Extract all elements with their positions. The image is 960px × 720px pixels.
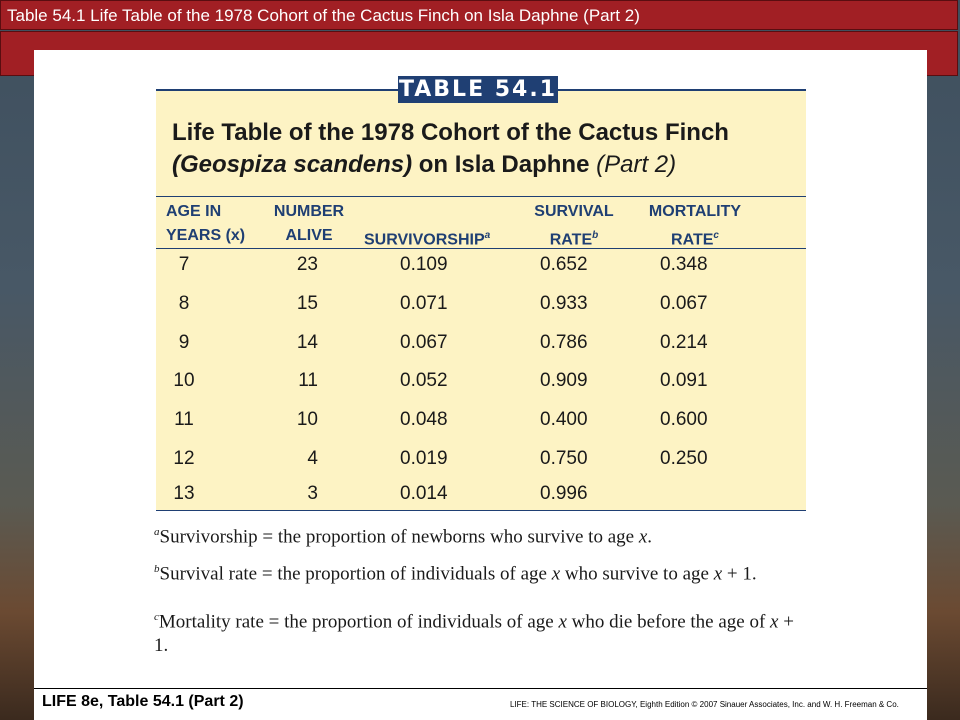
footer-figure-label: LIFE 8e, Table 54.1 (Part 2) xyxy=(42,693,244,710)
footnote-c: cMortality rate = the proportion of indi… xyxy=(154,605,804,658)
footnote-a-var: x xyxy=(638,526,648,548)
table-panel xyxy=(156,91,806,511)
table-title-on: on Isla Daphne xyxy=(412,151,597,178)
cell-mortality-rate xyxy=(660,482,730,506)
cell-mortality-rate: 0.091 xyxy=(660,370,708,391)
cell-mortality-rate: 0.067 xyxy=(660,293,708,314)
cell-age: 9 xyxy=(178,332,190,353)
footnote-b: bSurvival rate = the proportion of indiv… xyxy=(154,557,804,586)
table-title-species: (Geospiza scandens) xyxy=(172,151,413,178)
footnote-c-var: x xyxy=(558,611,567,633)
header-number: NUMBER ALIVE xyxy=(264,200,354,248)
header-bottom-rule xyxy=(156,248,806,249)
window-title: Table 54.1 Life Table of the 1978 Cohort… xyxy=(0,0,958,30)
cell-age: 8 xyxy=(178,293,190,314)
cell-survivorship: 0.048 xyxy=(400,409,448,430)
cell-survivorship: 0.067 xyxy=(400,332,448,353)
header-mortality-line2: RATE xyxy=(671,231,714,249)
cell-age: 10 xyxy=(173,370,195,391)
footnote-c-text: Mortality rate = the proportion of indiv… xyxy=(158,611,559,633)
cell-alive: 4 xyxy=(307,448,318,469)
header-survival-line2: RATE xyxy=(549,231,593,249)
footnote-a-text: Survivorship = the proportion of newborn… xyxy=(159,526,639,548)
cell-mortality-rate: 0.348 xyxy=(660,254,708,275)
cell-survival-rate: 0.786 xyxy=(540,332,588,353)
footnote-b-var: x xyxy=(551,563,561,585)
footnote-b-text: Survival rate = the proportion of indivi… xyxy=(159,563,552,585)
cell-survivorship: 0.019 xyxy=(400,448,448,469)
table-title-line1: Life Table of the 1978 Cohort of the Cac… xyxy=(172,119,729,146)
header-survivorship-text: SURVIVORSHIP xyxy=(364,231,485,249)
header-survivorship-sup: a xyxy=(484,230,491,241)
header-survival-line1: SURVIVAL xyxy=(534,203,614,220)
cell-mortality-rate: 0.250 xyxy=(660,448,708,469)
header-mortality-sup: c xyxy=(713,230,719,241)
cell-alive: 11 xyxy=(298,370,318,391)
cell-alive: 15 xyxy=(296,293,318,314)
footnote-b-var2: x xyxy=(713,563,723,585)
cell-mortality-rate: 0.600 xyxy=(660,409,708,430)
cell-age: 12 xyxy=(173,448,195,469)
footnote-c-text2: who die before the age of xyxy=(566,611,771,633)
header-age: AGE IN YEARS (x) xyxy=(166,200,256,248)
cell-survivorship: 0.052 xyxy=(400,370,448,391)
cell-age: 11 xyxy=(174,409,194,430)
footnote-b-end: + 1. xyxy=(722,563,757,585)
footnote-b-mark: b xyxy=(154,563,160,575)
cell-alive: 14 xyxy=(296,332,318,353)
cell-survival-rate: 0.996 xyxy=(540,483,588,504)
footnote-c-mark: c xyxy=(154,611,159,623)
footer-copyright: LIFE: THE SCIENCE OF BIOLOGY, Eighth Edi… xyxy=(510,700,899,709)
cell-survivorship: 0.014 xyxy=(400,483,448,504)
header-survival-sup: b xyxy=(592,230,599,241)
table-tag: TABLE 54.1 xyxy=(398,76,558,103)
cell-alive: 10 xyxy=(296,409,318,430)
cell-survivorship: 0.109 xyxy=(400,254,448,275)
header-mortality-line1: MORTALITY xyxy=(648,203,742,220)
header-mortality-rate: MORTALITY RATEc xyxy=(640,200,750,252)
footnote-a: aSurvivorship = the proportion of newbor… xyxy=(154,520,804,549)
cell-survival-rate: 0.652 xyxy=(540,254,588,275)
header-top-rule xyxy=(156,196,806,197)
cell-survivorship: 0.071 xyxy=(400,293,448,314)
cell-age: 7 xyxy=(178,254,190,275)
footnote-a-end: . xyxy=(647,526,653,548)
cell-alive: 3 xyxy=(307,483,318,504)
cell-alive: 23 xyxy=(296,254,318,275)
table-title: Life Table of the 1978 Cohort of the Cac… xyxy=(172,117,802,181)
table-title-part: (Part 2) xyxy=(596,151,677,178)
cell-mortality-rate: 0.214 xyxy=(660,332,708,353)
cell-survival-rate: 0.750 xyxy=(540,448,588,469)
header-survival-rate: SURVIVAL RATEb xyxy=(524,200,624,252)
header-age-line1: AGE IN xyxy=(166,203,222,220)
footnote-c-var2: x xyxy=(770,611,779,633)
header-number-line2: ALIVE xyxy=(285,227,333,244)
footnote-c-end: + 1. xyxy=(154,611,794,657)
cell-survival-rate: 0.400 xyxy=(540,409,588,430)
cell-survival-rate: 0.909 xyxy=(540,370,588,391)
footnote-a-mark: a xyxy=(154,526,160,538)
cell-age: 13 xyxy=(173,483,195,504)
footnote-b-text2: who survive to age xyxy=(560,563,714,585)
footer-rule xyxy=(34,688,927,689)
header-number-line1: NUMBER xyxy=(273,203,345,220)
header-survivorship: SURVIVORSHIPa xyxy=(364,224,509,252)
cell-survival-rate: 0.933 xyxy=(540,293,588,314)
header-age-line2: YEARS (x) xyxy=(166,227,246,244)
